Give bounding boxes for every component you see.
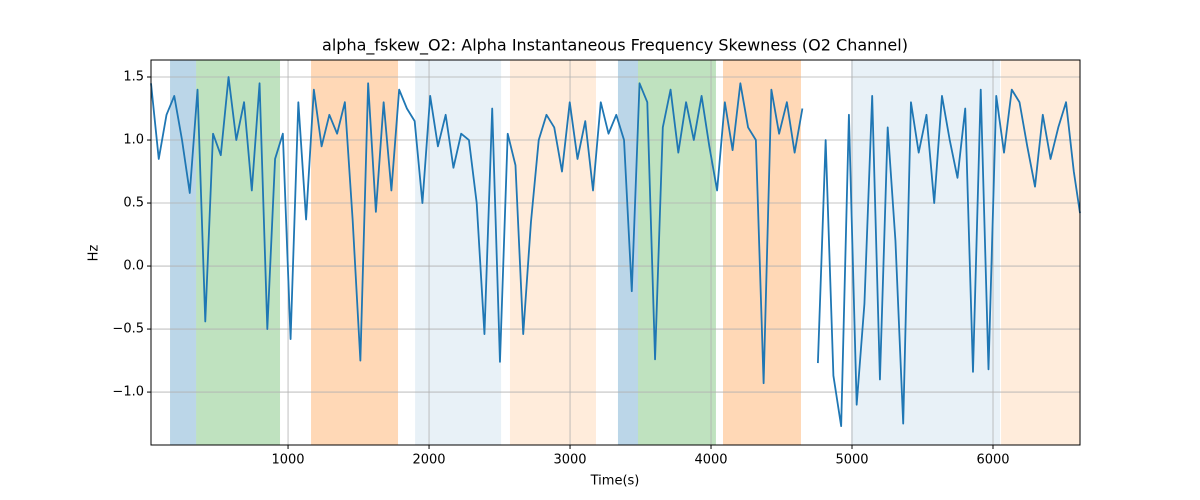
data-line [150, 76, 1081, 427]
x-axis-label: Time(s) [590, 474, 640, 489]
x-tick-label: 5000 [835, 453, 868, 468]
y-tick-label: 1.5 [123, 70, 144, 85]
highlight-span [196, 60, 281, 445]
y-tick-label: 0.5 [123, 196, 144, 211]
x-tick-label: 2000 [412, 453, 445, 468]
chart-title: alpha_fskew_O2: Alpha Instantaneous Freq… [322, 36, 908, 56]
y-tick-label: 0.0 [123, 259, 144, 274]
plot-frame [150, 59, 1081, 446]
y-tick-label: 1.0 [123, 133, 144, 148]
x-tick-label: 6000 [976, 453, 1009, 468]
highlight-span [1001, 60, 1080, 445]
highlight-span [617, 60, 638, 445]
x-tick-label: 4000 [694, 453, 727, 468]
highlight-span [509, 60, 596, 445]
y-tick-label: −0.5 [112, 322, 144, 337]
x-tick-label: 1000 [271, 453, 304, 468]
y-axis-label: Hz [87, 245, 102, 262]
y-tick-label: −1.0 [112, 385, 144, 400]
highlight-span [170, 60, 197, 445]
x-tick-label: 3000 [553, 453, 586, 468]
